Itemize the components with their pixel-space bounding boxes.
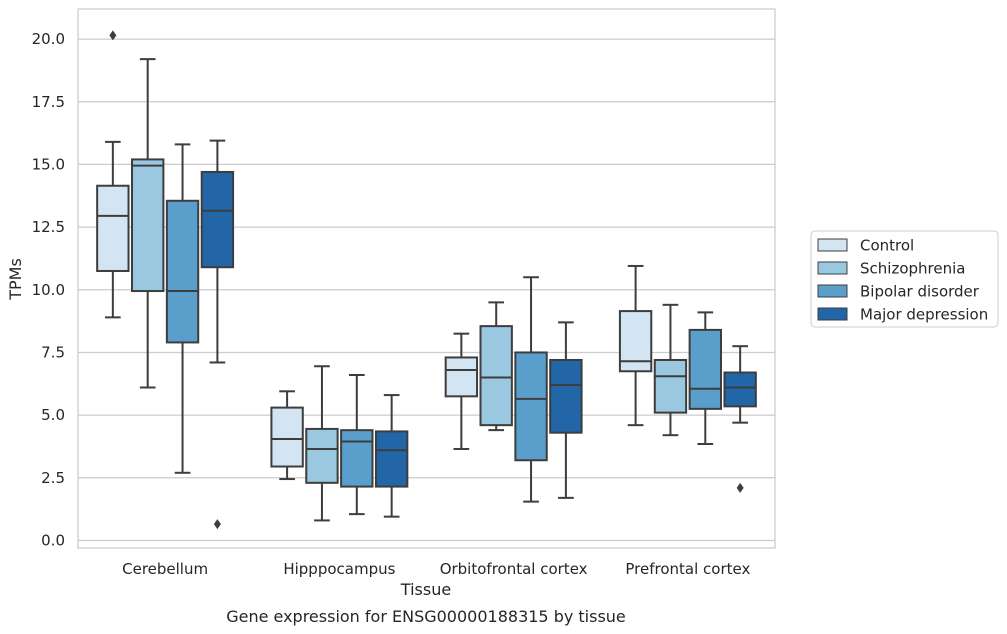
y-axis-ticks: 0.0 2.5 5.0 7.5 10.0 12.5 15.0 17.5 20.0 [32, 30, 65, 549]
box-body [549, 358, 583, 434]
legend-label: Major depression [860, 306, 988, 324]
y-tick-label: 5.0 [41, 406, 65, 424]
legend-label: Schizophrenia [860, 260, 965, 278]
box-body [131, 158, 165, 293]
legend-frame [810, 230, 999, 328]
box-3-1 [653, 303, 688, 437]
box-1-3 [374, 394, 409, 518]
box-1-0 [270, 390, 304, 481]
box-body [444, 356, 479, 398]
outlier-point [109, 30, 117, 41]
plot-area-frame [77, 8, 776, 549]
y-axis-label: TPMs [6, 258, 25, 301]
box-0-1 [131, 58, 165, 389]
y-tick-label: 20.0 [32, 30, 65, 48]
y-tick-label: 2.5 [41, 469, 65, 487]
box-0-3 [200, 139, 235, 530]
box-body [165, 199, 200, 344]
legend: Control Schizophrenia Bipolar disorder Majo… [810, 230, 999, 328]
box-0-0 [96, 30, 130, 319]
box-body [96, 184, 130, 272]
box-body [340, 429, 374, 488]
box-1-1 [305, 365, 339, 522]
x-axis-ticks: Cerebellum Hipppocampus Orbitofrontal cort… [122, 560, 750, 578]
outlier-point [213, 519, 221, 530]
box-body [618, 310, 653, 373]
legend-swatch [817, 284, 848, 298]
box-body [688, 328, 722, 410]
box-3-3 [723, 345, 757, 493]
box-body [374, 430, 409, 488]
chart-title: Gene expression for ENSG00000188315 by t… [226, 607, 626, 626]
outlier-point [736, 482, 744, 493]
box-2-3 [549, 321, 583, 499]
box-1-2 [340, 374, 374, 516]
legend-label: Control [860, 237, 914, 255]
y-tick-label: 0.0 [41, 531, 65, 549]
y-tick-label: 7.5 [41, 343, 65, 361]
box-2-1 [479, 301, 513, 432]
x-tick-label: Hipppocampus [283, 560, 395, 578]
legend-swatch [817, 238, 848, 252]
box-body [270, 406, 304, 468]
box-0-2 [165, 143, 200, 474]
box-body [200, 170, 235, 269]
x-tick-label: Cerebellum [122, 560, 208, 578]
box-body [514, 351, 548, 462]
x-tick-label: Prefrontal cortex [625, 560, 750, 578]
box-groups [96, 30, 757, 530]
y-tick-label: 10.0 [32, 281, 65, 299]
legend-swatch [817, 307, 848, 321]
box-body [305, 427, 339, 484]
y-tick-label: 15.0 [32, 155, 65, 173]
box-body [479, 325, 513, 427]
box-2-2 [514, 276, 548, 503]
x-tick-label: Orbitofrontal cortex [440, 560, 588, 578]
box-3-2 [688, 311, 722, 445]
legend-label: Bipolar disorder [860, 283, 980, 301]
box-3-0 [618, 264, 653, 427]
y-tick-label: 12.5 [32, 218, 65, 236]
box-body [653, 358, 688, 414]
x-axis-label: Tissue [400, 580, 451, 599]
box-2-0 [444, 332, 479, 450]
y-tick-label: 17.5 [32, 93, 65, 111]
box-body [723, 371, 757, 408]
legend-swatch [817, 261, 848, 275]
